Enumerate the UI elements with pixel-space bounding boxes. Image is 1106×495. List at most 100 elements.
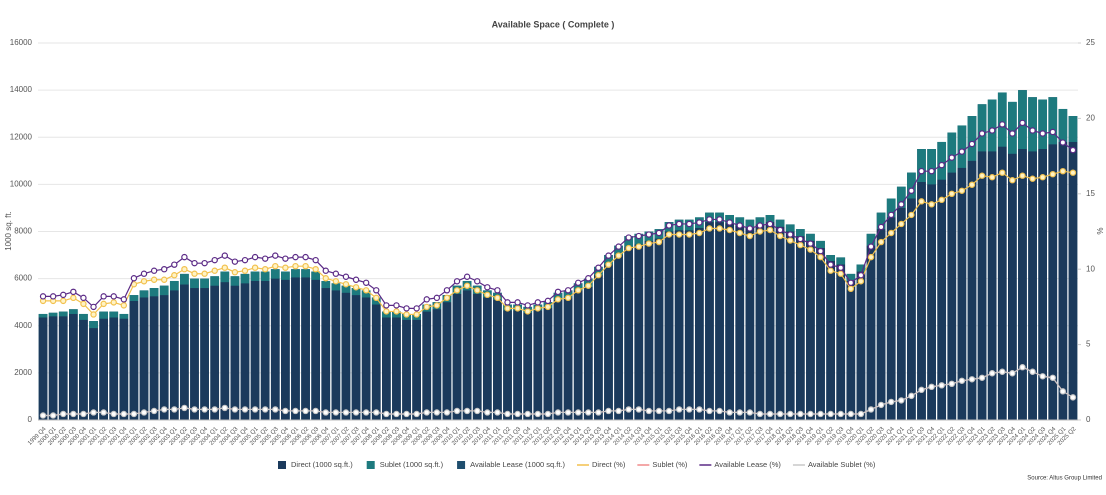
bar-segment [1038, 99, 1048, 150]
line-point [817, 247, 824, 255]
line-point [938, 161, 945, 169]
line-point [383, 302, 390, 309]
bar-segment [129, 295, 139, 302]
line-point [706, 407, 713, 415]
y-tick-label: 8000 [14, 227, 32, 236]
line-point [807, 410, 814, 418]
line-point [716, 225, 723, 232]
bar-segment [1058, 141, 1068, 420]
line-point [908, 392, 915, 400]
line-point [474, 287, 481, 294]
bar-segment [260, 280, 270, 420]
line-point [585, 409, 592, 416]
line-point [999, 368, 1006, 375]
bar-segment [1048, 97, 1058, 145]
bar-segment [351, 288, 361, 296]
line-point [130, 410, 138, 418]
line-point [161, 406, 168, 413]
bar-segment [624, 236, 634, 247]
bar-segment [876, 229, 886, 420]
line-point [514, 305, 521, 312]
bar-segment [513, 310, 522, 420]
line-point [877, 238, 885, 246]
line-point [282, 264, 289, 271]
line-point [524, 302, 531, 309]
bar-segment [765, 215, 775, 223]
bar-segment [200, 278, 209, 289]
y-axis-label: 1000 sq. ft. [4, 211, 13, 251]
line-point [140, 278, 148, 285]
bar-segment [826, 260, 835, 420]
bar-segment [281, 271, 290, 280]
bar-segment [79, 319, 88, 420]
bar-segment [38, 313, 48, 318]
line-point [241, 406, 249, 413]
line-point [726, 219, 733, 226]
bar-segment [866, 245, 876, 420]
line-point [504, 299, 511, 306]
bar-segment [896, 207, 906, 420]
source-note: Source: Altus Group Limited [1027, 476, 1102, 482]
line-point [60, 291, 67, 299]
line-point [898, 201, 905, 208]
y2-tick-label: 15 [1086, 189, 1095, 198]
legend-label: Sublet (1000 sq.ft.) [380, 460, 444, 469]
line-point [988, 174, 996, 181]
line-point [453, 278, 461, 285]
bar-segment [149, 296, 159, 420]
bar-segment [785, 224, 795, 232]
line-point [494, 409, 501, 416]
line-point [514, 299, 521, 306]
line-point [201, 270, 208, 277]
line-point [948, 190, 955, 197]
line-point [80, 294, 87, 302]
line-point [1059, 388, 1067, 395]
bar-segment [785, 231, 795, 420]
line-point [847, 279, 855, 286]
line-point [605, 252, 612, 259]
line-point [393, 410, 400, 418]
bar-segment [795, 236, 805, 420]
legend-label: Direct (%) [592, 460, 626, 469]
bar-segment [1028, 97, 1037, 152]
bar-segment [614, 255, 623, 420]
bar-segment [291, 277, 300, 420]
line-point [827, 410, 834, 418]
bar-segment [392, 317, 401, 420]
bar-segment [38, 317, 48, 420]
line-point [574, 287, 582, 294]
lines [39, 119, 1077, 419]
bar-segment [321, 280, 331, 289]
line-point [171, 261, 178, 268]
bar-segment [563, 290, 573, 298]
line-point [1069, 169, 1077, 176]
y-tick-label: 16000 [10, 38, 33, 47]
line-point [251, 406, 259, 413]
bar-segment [442, 302, 452, 420]
bar-segment [816, 240, 825, 248]
line-point [524, 308, 531, 315]
legend-label: Direct (1000 sq.ft.) [291, 460, 353, 469]
line-point [261, 406, 269, 413]
bar-segment [604, 255, 613, 265]
bar-segment [806, 233, 815, 241]
line-point [332, 278, 340, 285]
line-point [70, 288, 77, 296]
y2-axis-label: % [1095, 227, 1104, 234]
bar-segment [997, 146, 1007, 421]
line-point [898, 220, 905, 228]
line-point [272, 252, 279, 259]
bar-segment [604, 264, 613, 420]
legend-label: Available Lease (%) [714, 460, 781, 469]
line-point [1029, 175, 1036, 182]
line-point [463, 282, 471, 289]
line-point [544, 303, 552, 311]
line-point [908, 187, 915, 194]
bar-segment [1038, 149, 1048, 420]
line-point [322, 267, 329, 274]
bar-segment [462, 290, 472, 420]
line-point [978, 172, 986, 179]
bar-segment [260, 271, 270, 281]
bar-segment [210, 285, 220, 420]
